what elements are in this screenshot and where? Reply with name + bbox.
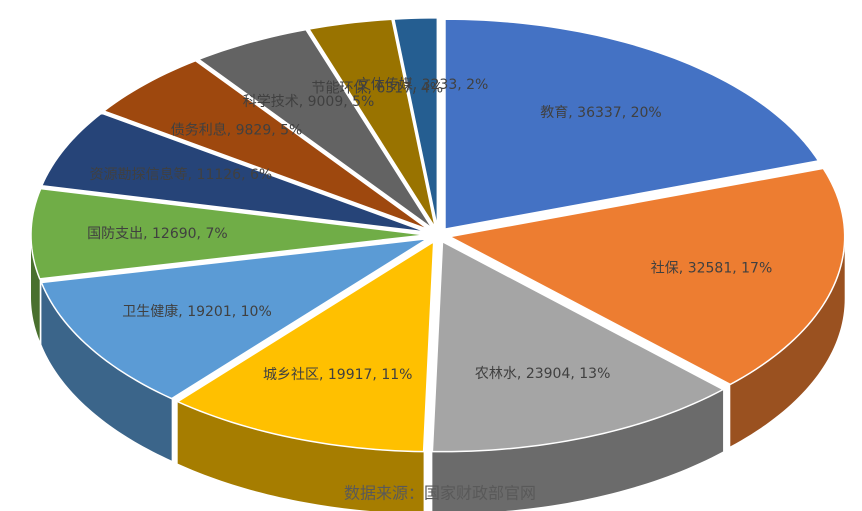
slice <box>40 112 428 233</box>
slice-side <box>177 401 424 511</box>
data-label: 农林水, 23904, 13% <box>475 366 610 382</box>
data-label: 社保, 32581, 17% <box>651 260 772 276</box>
slice <box>431 240 725 453</box>
slice <box>444 18 820 231</box>
slice <box>447 167 846 386</box>
slice-side <box>730 236 845 447</box>
tops <box>30 17 846 453</box>
slice-side <box>31 234 40 341</box>
slice-side <box>41 282 172 461</box>
data-label: 节能环保, 6317, 4% <box>311 81 443 97</box>
data-label: 资源勘探信息等, 11126, 6% <box>90 166 273 183</box>
slice <box>197 28 434 230</box>
slice <box>307 18 437 229</box>
slice <box>102 59 430 231</box>
data-label: 文体传媒, 3233, 2% <box>357 77 489 93</box>
data-label: 债务利息, 9829, 5% <box>171 122 303 139</box>
data-label: 卫生健康, 19201, 10% <box>122 303 271 320</box>
slice <box>176 240 435 453</box>
slice <box>392 17 439 228</box>
walls <box>31 234 845 511</box>
data-label: 科学技术, 9009, 5% <box>243 94 375 110</box>
data-label: 国防支出, 12690, 7% <box>87 226 228 242</box>
slice <box>30 187 427 280</box>
source-note: 数据来源：国家财政部官网 <box>344 484 536 503</box>
slice-side <box>432 389 724 511</box>
labels: 教育, 36337, 20% 社保, 32581, 17% 农林水, 23904, … <box>87 77 772 383</box>
data-label: 教育, 36337, 20% <box>540 105 661 121</box>
slice <box>40 237 429 400</box>
data-label: 城乡社区, 19917, 11% <box>263 367 412 383</box>
